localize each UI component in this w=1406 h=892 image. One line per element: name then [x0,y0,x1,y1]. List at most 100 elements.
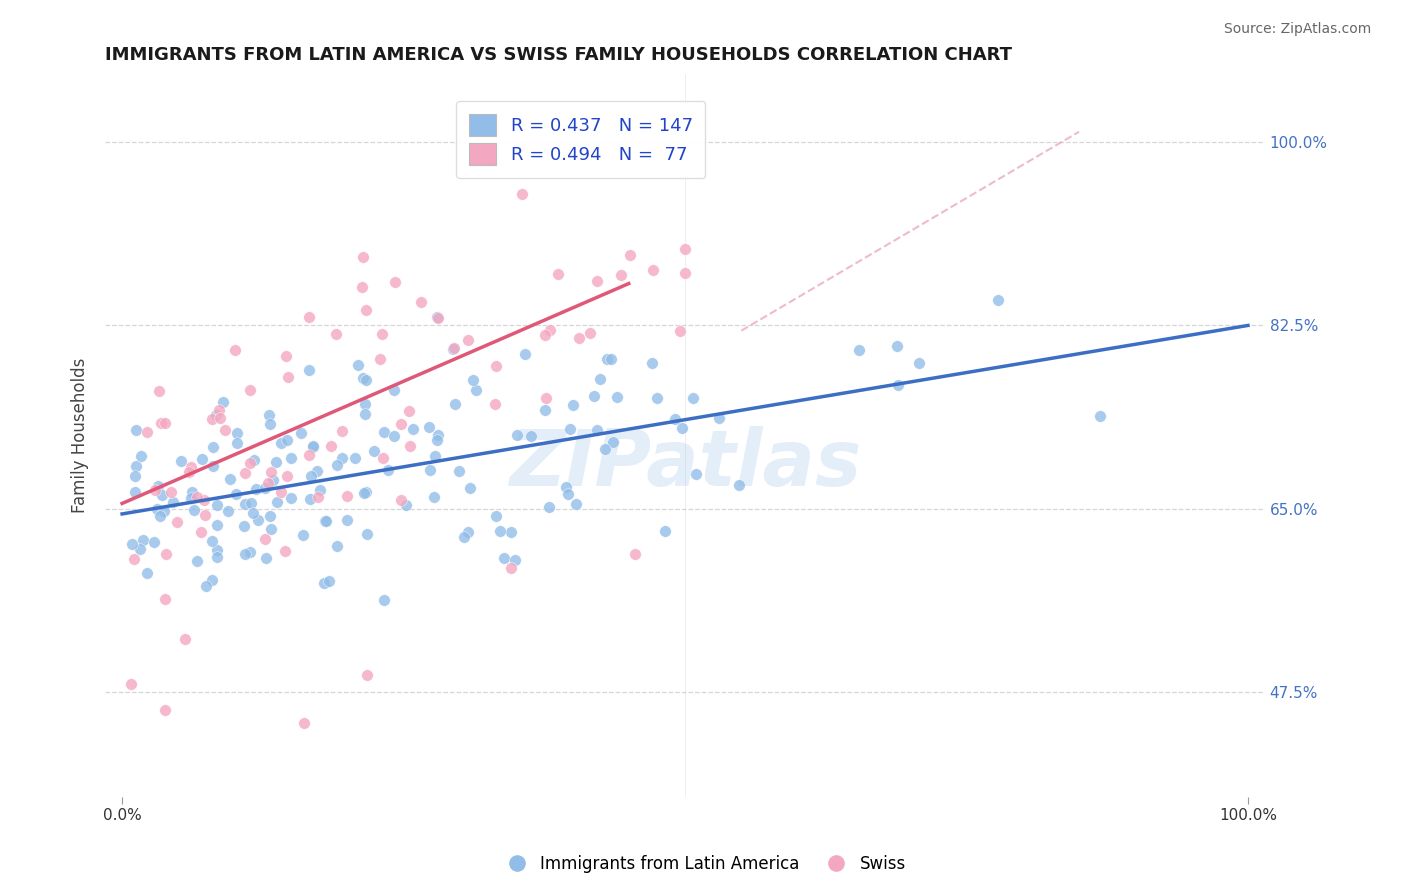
Point [602,435,624,450]
Point [155,547,177,561]
Point [266,495,288,509]
Point [585,274,607,288]
Point [987,293,1010,307]
Point [426,310,449,324]
Point [149,509,172,524]
Point [307,490,329,504]
Point [886,339,908,353]
Point [233,497,256,511]
Point [259,522,281,536]
Point [208,403,231,417]
Point [166,515,188,529]
Point [239,544,262,558]
Point [276,468,298,483]
Point [727,477,749,491]
Point [671,421,693,435]
Point [299,468,322,483]
Y-axis label: Family Households: Family Households [72,358,89,513]
Point [673,242,696,256]
Point [125,458,148,473]
Point [465,383,488,397]
Point [685,467,707,481]
Point [307,464,329,478]
Point [441,343,464,357]
Point [153,417,176,431]
Point [308,483,330,497]
Point [214,423,236,437]
Point [848,343,870,357]
Point [377,463,399,477]
Point [150,416,173,430]
Point [673,266,696,280]
Point [624,547,647,561]
Point [426,433,449,447]
Point [233,547,256,561]
Point [492,550,515,565]
Point [332,450,354,465]
Point [315,514,337,528]
Point [401,422,423,436]
Point [129,542,152,557]
Point [600,352,623,367]
Point [447,464,470,478]
Point [264,454,287,468]
Point [373,425,395,440]
Point [270,484,292,499]
Point [205,517,228,532]
Point [568,331,591,345]
Point [538,500,561,514]
Point [501,561,523,575]
Point [233,466,256,480]
Point [195,579,218,593]
Point [292,527,315,541]
Point [343,451,366,466]
Point [257,408,280,422]
Point [297,363,319,377]
Point [200,534,222,549]
Point [606,390,628,404]
Point [538,323,561,337]
Point [423,449,446,463]
Point [709,411,731,425]
Point [419,463,441,477]
Point [132,533,155,547]
Point [201,440,224,454]
Point [129,449,152,463]
Point [239,496,262,510]
Point [536,391,558,405]
Point [595,442,617,457]
Point [193,493,215,508]
Point [181,484,204,499]
Point [120,676,142,690]
Point [302,439,325,453]
Point [125,423,148,437]
Point [510,186,533,201]
Point [562,398,585,412]
Point [325,539,347,553]
Point [124,485,146,500]
Point [312,575,335,590]
Point [180,460,202,475]
Point [645,391,668,405]
Point [370,327,392,342]
Point [506,427,529,442]
Point [124,469,146,483]
Point [589,372,612,386]
Point [194,508,217,522]
Point [586,423,609,437]
Point [485,359,508,374]
Point [463,373,485,387]
Point [208,410,231,425]
Point [427,310,450,325]
Point [135,425,157,440]
Point [162,494,184,508]
Point [384,275,406,289]
Point [186,490,208,504]
Point [225,486,247,500]
Point [325,327,347,342]
Point [143,535,166,549]
Point [270,436,292,450]
Point [389,417,412,431]
Point [354,484,377,499]
Point [444,397,467,411]
